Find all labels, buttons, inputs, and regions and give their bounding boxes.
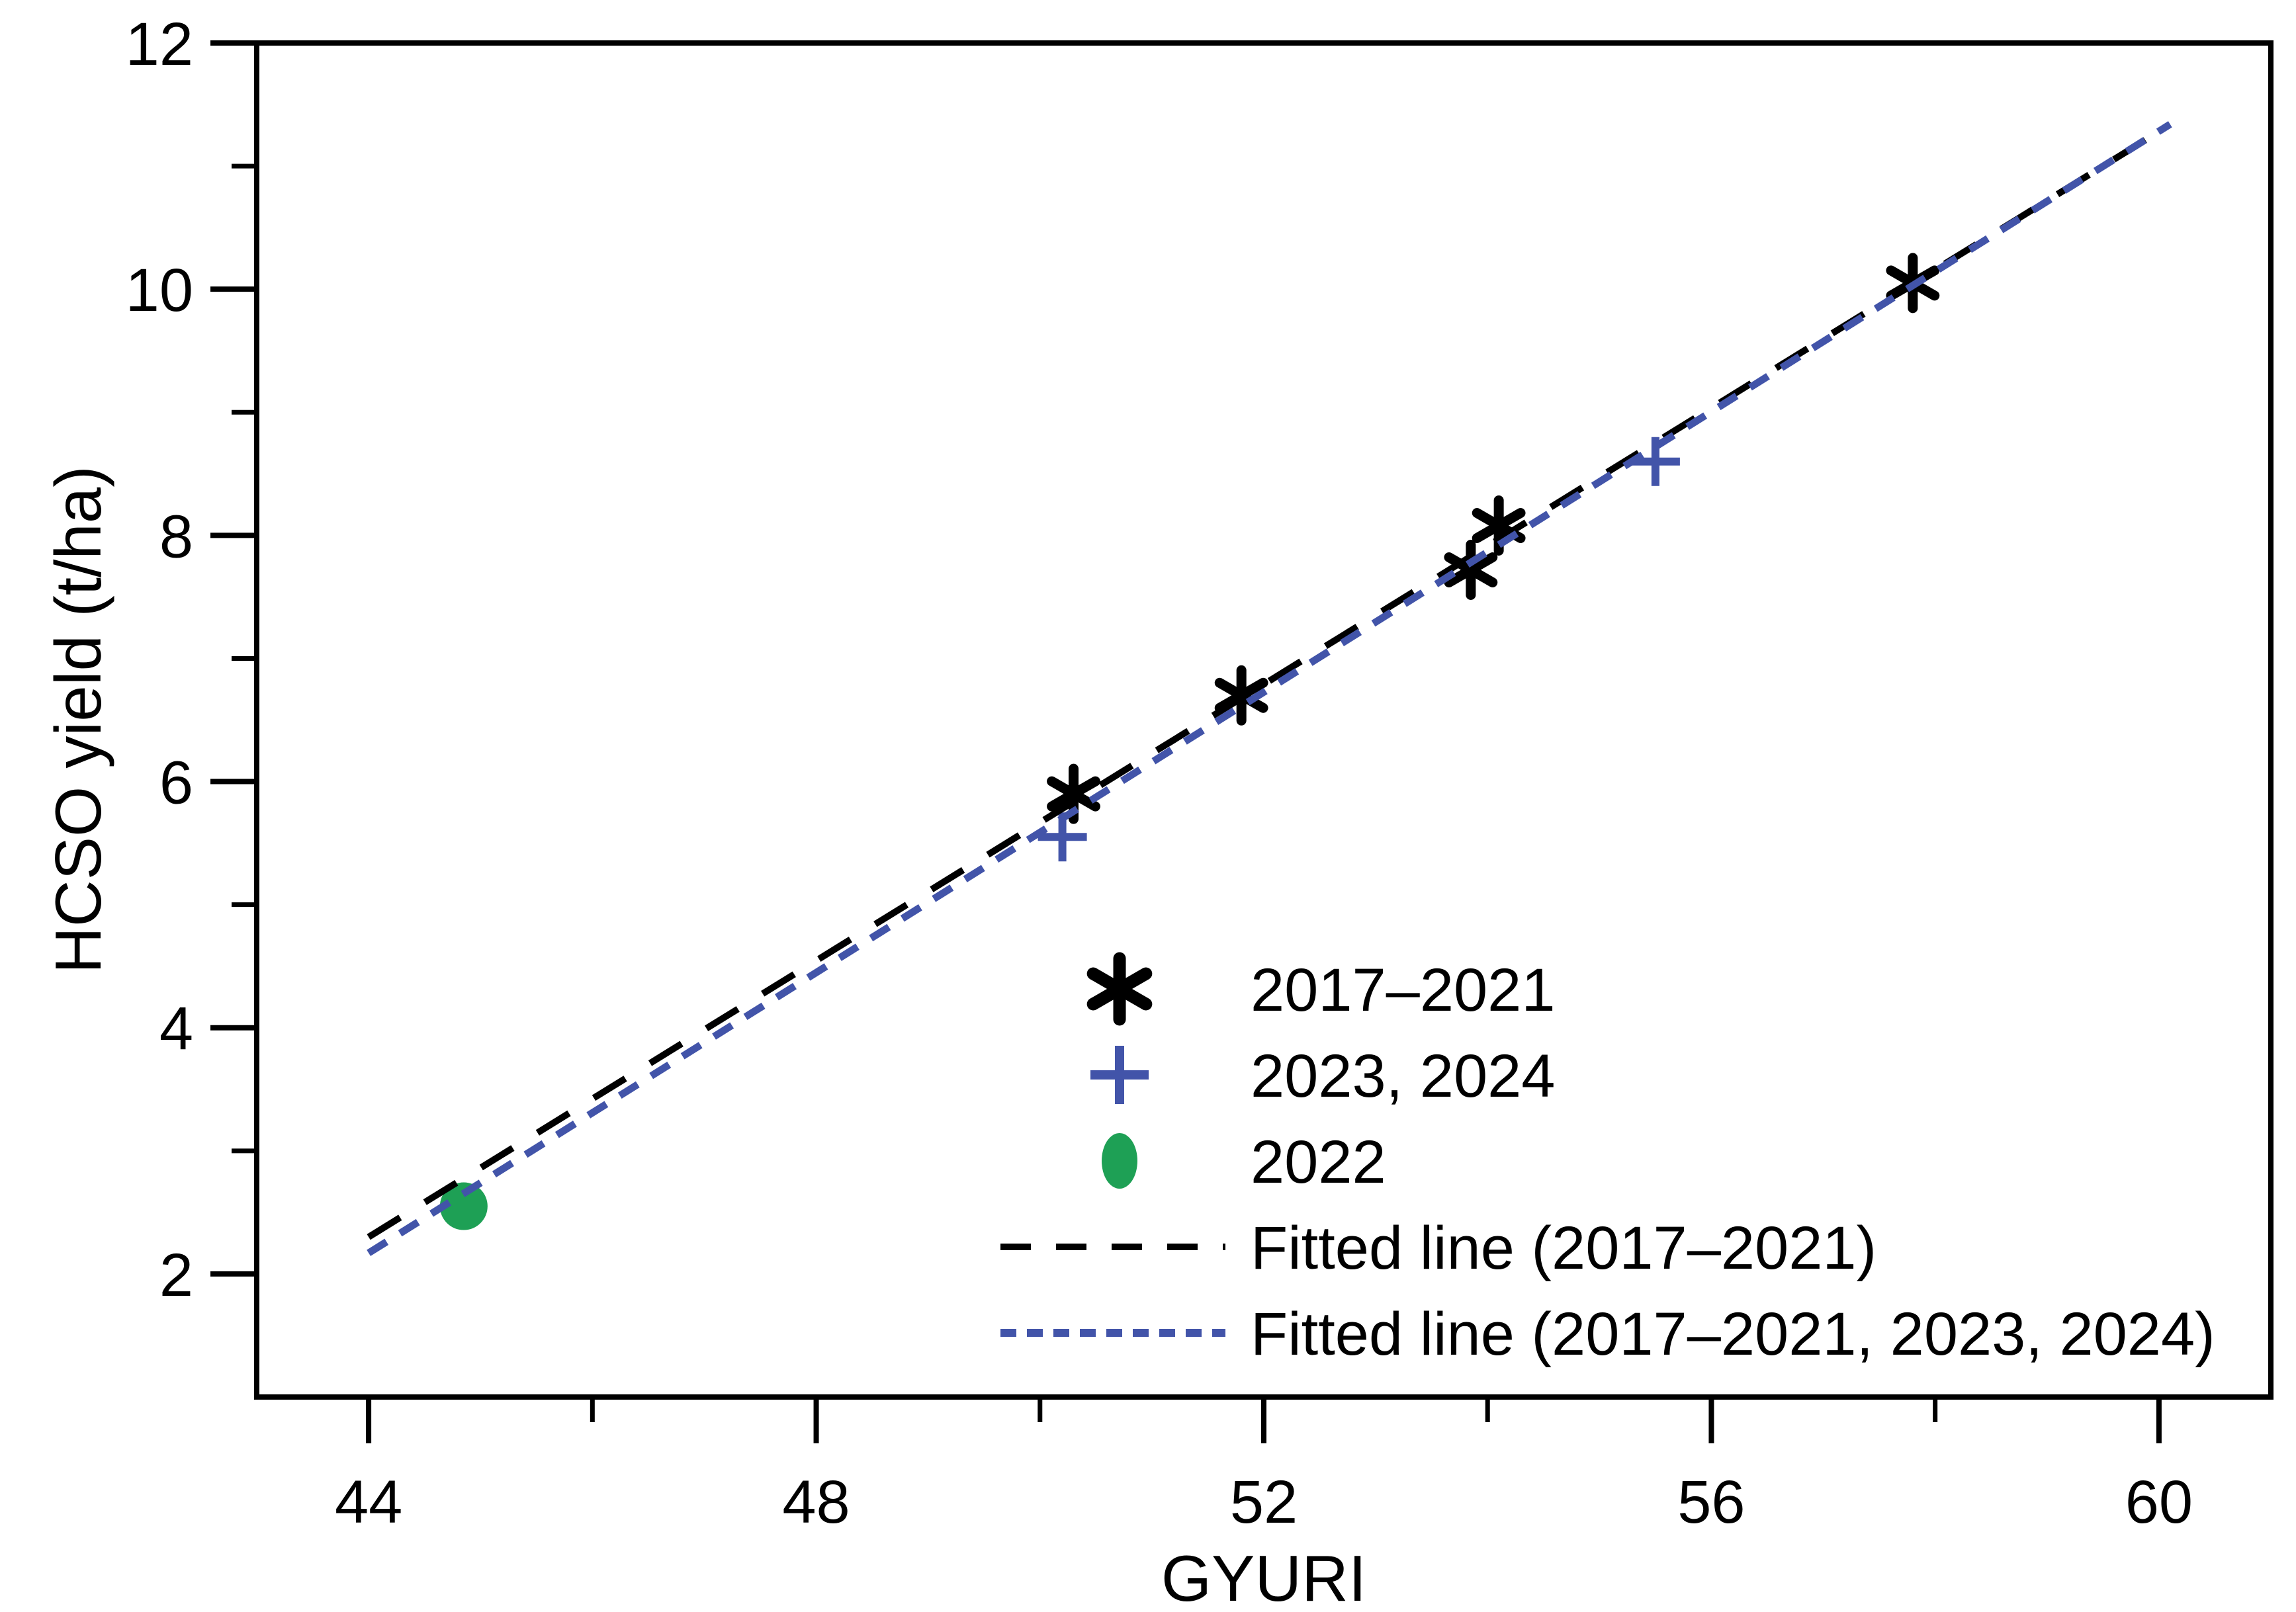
legend-ellipse-icon bbox=[1102, 1133, 1137, 1189]
series-1 bbox=[1038, 437, 1680, 862]
y-tick-label-6: 6 bbox=[159, 749, 193, 817]
x-axis-label: GYURI bbox=[1161, 1542, 1366, 1612]
legend-label-2: 2022 bbox=[1251, 1128, 1386, 1196]
chart-built-content: 44 48 52 56 60 2 4 6 8 10 12 2017–2021 2023, 2024 202… bbox=[126, 11, 2274, 1536]
y-tick-label-10: 10 bbox=[126, 257, 193, 324]
legend-row-0: 2017–2021 bbox=[1086, 952, 1556, 1026]
legend-label-3: Fitted line (2017–2021) bbox=[1251, 1214, 1877, 1282]
y-tick-label-12: 12 bbox=[126, 11, 193, 78]
y-tick-label-8: 8 bbox=[159, 503, 193, 570]
y-tick-label-4: 4 bbox=[159, 996, 193, 1063]
x-tick-label-60: 60 bbox=[2125, 1468, 2193, 1536]
legend-row-2: 2022 bbox=[1102, 1128, 1386, 1196]
x-tick-label-56: 56 bbox=[1677, 1468, 1745, 1536]
legend-label-4: Fitted line (2017–2021, 2023, 2024) bbox=[1251, 1300, 2215, 1368]
data-point-circle bbox=[439, 1182, 488, 1230]
legend-label-1: 2023, 2024 bbox=[1251, 1042, 1555, 1110]
data-point-asterisk bbox=[1444, 539, 1498, 600]
fitted-line-1 bbox=[367, 121, 2172, 1256]
legend-label-0: 2017–2021 bbox=[1251, 956, 1556, 1024]
y-axis-label: HCSO yield (t/ha) bbox=[42, 466, 114, 974]
legend-asterisk-icon bbox=[1086, 952, 1153, 1026]
legend-row-3: Fitted line (2017–2021) bbox=[1000, 1214, 1877, 1282]
series-2 bbox=[439, 1182, 488, 1230]
x-tick-label-52: 52 bbox=[1230, 1468, 1298, 1536]
y-tick-label-2: 2 bbox=[159, 1242, 193, 1309]
legend-plus-icon bbox=[1090, 1046, 1149, 1104]
x-tick-label-44: 44 bbox=[335, 1468, 402, 1536]
legend-row-1: 2023, 2024 bbox=[1090, 1042, 1555, 1110]
legend-row-4: Fitted line (2017–2021, 2023, 2024) bbox=[1000, 1300, 2215, 1368]
x-tick-label-48: 48 bbox=[782, 1468, 850, 1536]
